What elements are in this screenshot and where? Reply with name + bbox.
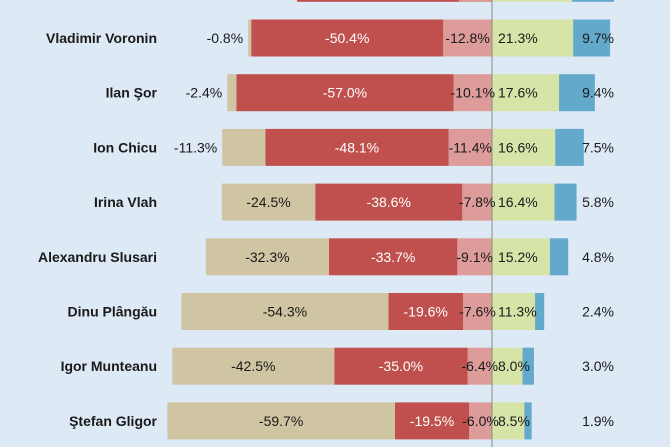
bar-segment-negative [469,402,492,440]
bar-segment-positive [559,74,595,112]
bar-segment-negative [181,293,389,330]
data-label: -57.0% [323,85,367,101]
data-label: -11.4% [449,139,492,155]
bar-segment-negative [334,347,468,385]
cropped-bar-negative [297,0,492,2]
data-label: -7.6% [459,304,496,320]
bar-segment-negative [236,74,454,112]
bar-segment-positive [522,347,534,385]
data-label: -11.3% [174,139,217,155]
category-label: Ilan Şor [106,85,158,101]
data-label: -33.7% [371,249,415,265]
category-label: Irina Vlah [94,194,157,210]
data-label: 5.8% [582,194,614,210]
data-label: -38.6% [367,194,411,210]
data-label: -32.3% [245,249,289,265]
data-label: -59.7% [259,413,303,429]
bar-segment-positive [492,347,523,385]
bar-segment-negative [227,74,237,112]
bar-segment-positive [492,183,555,221]
data-label: 8.0% [498,358,530,374]
bar-segment-positive [554,183,577,221]
bar-segment-negative [467,347,492,385]
data-label: -6.4% [462,358,499,374]
data-label: 16.6% [498,139,538,155]
bar-segment-positive [524,402,532,440]
bar-segment-positive [555,128,584,166]
data-label: -7.8% [459,194,496,210]
bar-segment-negative [265,128,449,166]
bar-segment-positive [492,128,556,166]
data-label: 17.6% [498,85,538,101]
bar-segment-positive [492,238,550,276]
data-label: -48.1% [335,139,379,155]
data-label: -10.1% [451,85,495,101]
bar-segment-negative [443,19,492,57]
bars-group [167,0,614,447]
data-label: -12.8% [445,30,489,46]
bar-segment-positive [492,19,574,57]
bar-segment-positive [535,293,545,330]
bar-segment-positive [492,74,560,112]
bar-segment-positive [492,293,536,330]
bar-segment-positive [549,238,569,276]
data-label: 1.9% [582,413,614,429]
data-label: -50.4% [325,30,369,46]
data-label: -6.0% [462,413,499,429]
data-label: 9.7% [582,30,614,46]
category-label: Igor Munteanu [61,358,157,374]
cropped-bar-positive-blue [572,0,614,2]
data-label: -0.8% [207,30,244,46]
data-label: -42.5% [231,358,275,374]
bar-segment-negative [251,19,444,57]
bar-segment-negative [462,183,492,221]
data-label: 4.8% [582,249,614,265]
data-label: 16.4% [498,194,538,210]
bar-segment-negative [315,183,463,221]
data-label: -2.4% [186,85,223,101]
bar-segment-negative [205,238,329,276]
data-label: 7.5% [582,139,614,155]
data-label: -35.0% [379,358,423,374]
cropped-bar-negative-light [459,0,492,2]
bar-segment-negative [221,183,316,221]
data-label: -24.5% [246,194,290,210]
bar-segment-negative [453,74,492,112]
bar-segment-negative [388,293,464,330]
category-label: Ion Chicu [93,139,157,155]
data-label: 9.4% [582,85,614,101]
labels-group: Vladimir Voronin -0.8% -50.4% -12.8% 21.3% 9.… [38,30,614,429]
data-label: -19.5% [410,413,454,429]
bar-segment-positive [573,19,611,57]
bar-segment-negative [457,238,492,276]
bar-segment-negative [328,238,458,276]
data-label: -9.1% [456,249,493,265]
data-label: 11.3% [498,304,537,320]
bar-segment-negative [222,128,266,166]
data-label: -19.6% [404,304,448,320]
data-label: 3.0% [582,358,614,374]
bar-segment-negative [248,19,252,57]
bar-segment-negative [172,347,335,385]
category-label: Dinu Plângău [68,304,157,320]
data-label: 21.3% [498,30,538,46]
category-label: Vladimir Voronin [46,30,157,46]
bar-segment-negative [394,402,470,440]
bar-segment-negative [463,293,492,330]
bar-segment-positive [492,402,525,440]
bar-segment-negative [167,402,395,440]
data-label: 15.2% [498,249,538,265]
data-label: -54.3% [263,304,307,320]
bar-segment-negative [448,128,492,166]
category-label: Alexandru Slusari [38,249,157,265]
cropped-bar-positive [492,0,572,2]
data-label: 2.4% [582,304,614,320]
category-label: Ştefan Gligor [69,413,157,429]
data-label: 8.5% [498,413,530,429]
